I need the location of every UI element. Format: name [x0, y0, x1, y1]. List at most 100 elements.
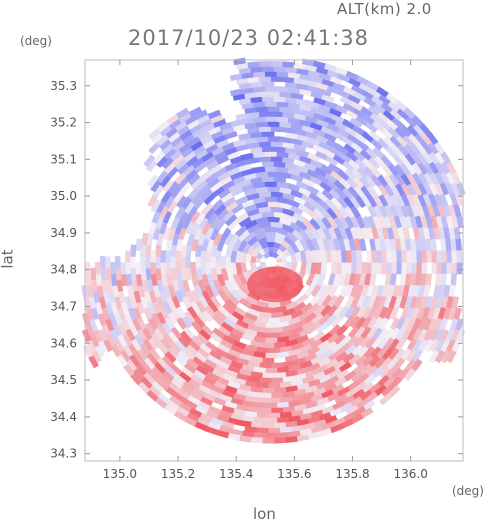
radar-cell — [456, 215, 465, 229]
radar-cell — [446, 261, 453, 275]
y-tick-label: 35.0 — [50, 189, 77, 203]
radar-cell — [454, 193, 464, 207]
radar-cell — [423, 339, 435, 353]
radar-cell — [270, 60, 284, 68]
radar-cell — [416, 261, 423, 275]
radar-cell — [436, 261, 443, 275]
radar-cell — [129, 256, 136, 269]
y-tick-label: 34.7 — [50, 299, 77, 313]
radar-cell — [267, 136, 281, 142]
radar-cell — [264, 337, 278, 344]
x-tick-label: 135.4 — [219, 467, 253, 481]
radar-cell — [258, 377, 272, 384]
radar-cell — [428, 349, 440, 364]
radar-cell — [267, 186, 281, 193]
radar-cell — [451, 261, 458, 275]
radar-cell — [207, 109, 222, 120]
radar-cell — [320, 261, 328, 276]
radar-cell — [264, 181, 278, 187]
radar-cell — [441, 261, 448, 275]
radar-cell — [411, 250, 418, 263]
plot-frame — [84, 59, 464, 462]
radar-cell — [273, 66, 287, 73]
radar-cell — [440, 349, 452, 364]
radar-cell — [261, 422, 275, 429]
radar-cell — [441, 250, 448, 263]
radar-cell — [84, 261, 91, 275]
radar-cell — [261, 66, 275, 72]
radar-cell — [446, 250, 453, 263]
radar-cell — [270, 75, 284, 83]
radar-cell — [273, 437, 287, 444]
radar-cell — [265, 231, 277, 237]
radar-cell — [440, 273, 448, 287]
x-tick-label: 136.0 — [393, 467, 427, 481]
radar-cell — [194, 109, 208, 120]
radar-cell — [267, 427, 281, 434]
radar-cell — [99, 256, 106, 269]
radar-cell — [258, 110, 272, 118]
radar-cell — [210, 113, 224, 124]
radar-cell — [379, 393, 393, 406]
radar-cell — [135, 238, 143, 252]
y-axis-ticks: 34.3 34.4 34.5 34.6 34.7 34.8 34.9 35.0 35.1 35.2… — [50, 79, 463, 461]
radar-cell — [220, 255, 226, 270]
radar-cell — [154, 256, 161, 269]
radar-cell — [261, 176, 275, 183]
radar-cell — [212, 118, 227, 128]
radar-cell — [258, 392, 272, 399]
y-tick-label: 35.2 — [50, 116, 77, 130]
radar-cell — [149, 250, 157, 263]
radar-cell — [261, 437, 275, 444]
x-axis-label: lon — [253, 505, 276, 523]
radar-cell — [396, 261, 403, 275]
x-tick-label: 135.8 — [335, 467, 369, 481]
radar-cell — [403, 368, 416, 382]
radar-cell — [430, 238, 438, 252]
radar-cell — [366, 261, 373, 275]
radar-cell — [264, 417, 278, 424]
radar-cell — [396, 250, 403, 263]
y-tick-label: 35.3 — [50, 79, 77, 93]
radar-cell — [124, 261, 131, 275]
radar-cell — [249, 261, 257, 270]
radar-cell — [270, 140, 284, 148]
radar-cell — [421, 261, 428, 275]
x-tick-label: 135.2 — [161, 467, 195, 481]
radar-cell — [149, 261, 157, 275]
y-axis-unit: (deg) — [20, 34, 52, 48]
radar-cell — [371, 261, 378, 275]
radar-cell — [284, 436, 298, 444]
radar-cell — [81, 329, 92, 343]
y-tick-label: 34.6 — [50, 336, 77, 350]
radar-cell — [261, 342, 275, 349]
radar-cell — [381, 261, 388, 275]
radar-cell — [267, 347, 281, 354]
radar-cell — [164, 250, 172, 263]
radar-cell — [406, 250, 413, 263]
radar-cell — [261, 357, 275, 364]
radar-cell — [85, 273, 92, 287]
radar-cell — [264, 86, 278, 92]
radar-cell — [267, 171, 281, 178]
radar-cell — [391, 261, 398, 275]
radar-cell — [270, 125, 284, 133]
x-axis-unit: (deg) — [452, 484, 484, 498]
radar-cell — [94, 261, 101, 275]
radar-cell — [456, 261, 463, 275]
radar-cell — [180, 255, 186, 269]
radar-cell — [371, 250, 378, 263]
radar-cell — [261, 146, 275, 153]
radar-cell — [376, 261, 383, 275]
radar-cell — [210, 255, 216, 269]
radar-cell — [270, 407, 284, 414]
altitude-label: ALT(km) 2.0 — [337, 0, 432, 18]
radar-cell — [264, 352, 278, 359]
radar-cell — [256, 91, 269, 98]
x-axis-ticks: 135.0 135.2 135.4 135.6 135.8 136.0 — [103, 60, 428, 481]
radar-cell — [164, 261, 172, 275]
radar-cell — [261, 387, 275, 394]
radar-cell — [267, 201, 281, 208]
radar-cell — [104, 256, 111, 269]
